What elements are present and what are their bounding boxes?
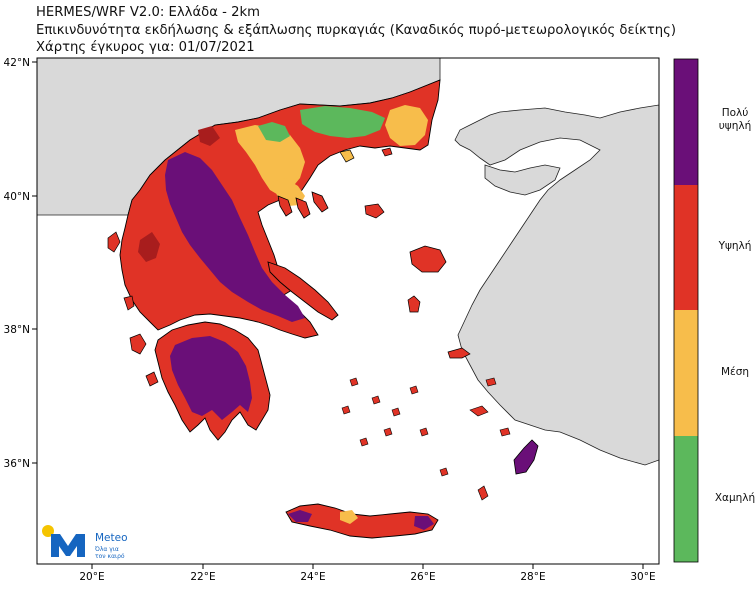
logo-name: Meteo [95,532,128,544]
legend-label-low-text: Χαμηλή [714,492,755,504]
medium-risk-zone-macedonia [235,125,305,196]
corfu-island [107,231,121,253]
longitude-axis: 20°E 22°E 24°E 26°E 28°E 30°E [79,564,656,583]
lesvos-island [409,245,447,273]
high-risk-zone-dark-epirus [138,126,220,262]
evia-island [267,261,339,321]
very-high-risk-zone-central [165,152,305,322]
meteo-m-icon [51,534,85,557]
colorbar-high [674,185,698,310]
legend-label-high: Υψηλή [700,240,755,253]
lemnos-island [364,203,385,219]
chalkidiki-peninsula [277,191,329,219]
lat-tick-label: 42°N [4,57,30,69]
legend-label-low: Χαμηλή [700,492,755,505]
latitude-axis: 42°N 40°N 38°N 36°N [4,57,37,470]
colorbar-medium [674,310,698,436]
map-frame [36,57,660,565]
samos-island [447,347,471,359]
logo-tagline-2: τον καιρό [95,553,125,560]
chios-island [407,295,421,313]
crete-island [285,503,439,539]
meteo-logo: Meteo Όλα για τον καιρό [42,525,128,560]
samothrace-island [381,147,393,157]
legend-label-medium: Μέση [700,366,755,379]
legend-label-very-high: Πολύ υψηλή [700,107,755,133]
legend-label-medium-text: Μέση [720,366,750,378]
legend-label-very-high-line-1: Πολύ [721,107,749,119]
lon-tick-label: 24°E [300,571,325,583]
logo-tagline-1: Όλα για [94,546,119,553]
kefalonia-island [129,333,147,355]
lefkada-island [123,295,135,311]
greece-mainland [119,79,441,339]
colorbar-very-high [674,59,698,185]
legend-label-high-text: Υψηλή [718,240,752,252]
risk-colorbar [673,58,699,563]
lat-tick-label: 38°N [4,324,30,336]
rhodes-island [513,439,539,475]
map-title-line-2: Επικινδυνότητα εκδήλωσης & εξάπλωσης πυρ… [36,22,677,38]
lon-tick-label: 28°E [520,571,545,583]
lon-tick-label: 20°E [79,571,104,583]
lon-tick-label: 30°E [630,571,655,583]
land-turkey [440,58,659,466]
medium-risk-zone-thrace [385,105,428,146]
map-title-block: HERMES/WRF V2.0: Ελλάδα - 2km Επικινδυνό… [36,4,696,57]
map-validity-date: Χάρτης έγκυρος για: 01/07/2021 [36,40,255,55]
thasos-island [339,149,355,163]
crete-medium-zone [340,510,358,524]
lat-tick-label: 40°N [4,191,30,203]
lat-tick-label: 36°N [4,458,30,470]
map-title-line-1: HERMES/WRF V2.0: Ελλάδα - 2km [36,5,260,20]
lon-tick-label: 22°E [190,571,215,583]
legend-label-very-high-line-2: υψηλή [718,120,752,132]
colorbar-low [674,436,698,562]
lon-tick-label: 26°E [410,571,435,583]
very-high-risk-zone-peloponnese [170,336,252,420]
cyclades-islands [341,377,511,501]
crete-very-high-zone [288,510,434,530]
land-marmara-coast [484,164,561,196]
low-risk-zone-rhodope [300,106,385,138]
zakynthos-island [145,371,159,387]
low-risk-zone-macedonia [258,122,290,142]
